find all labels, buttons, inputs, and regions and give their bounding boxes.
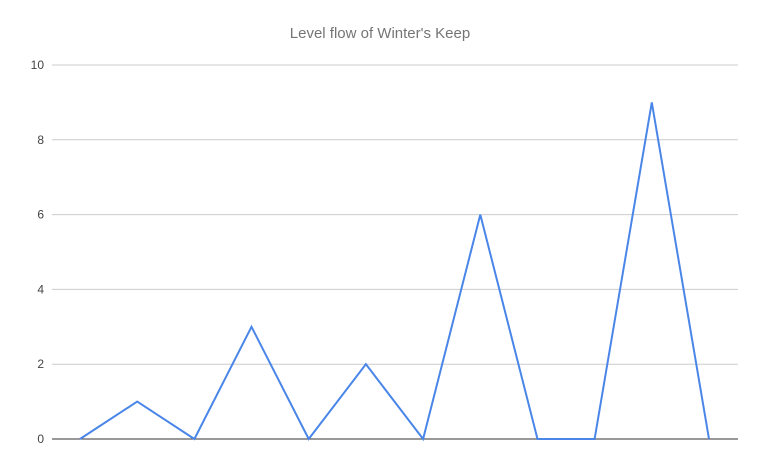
y-tick-label: 2 [37,357,44,371]
y-axis-ticks: 0 2 4 6 8 10 [31,58,45,446]
y-tick-label: 10 [31,58,45,72]
y-tick-label: 6 [37,208,44,222]
y-tick-label: 8 [37,133,44,147]
grid-lines [52,64,738,440]
y-tick-label: 0 [37,432,44,446]
series-group [79,102,710,442]
series-line [79,102,710,442]
y-tick-label: 4 [37,282,44,296]
chart-title: Level flow of Winter's Keep [290,25,470,42]
